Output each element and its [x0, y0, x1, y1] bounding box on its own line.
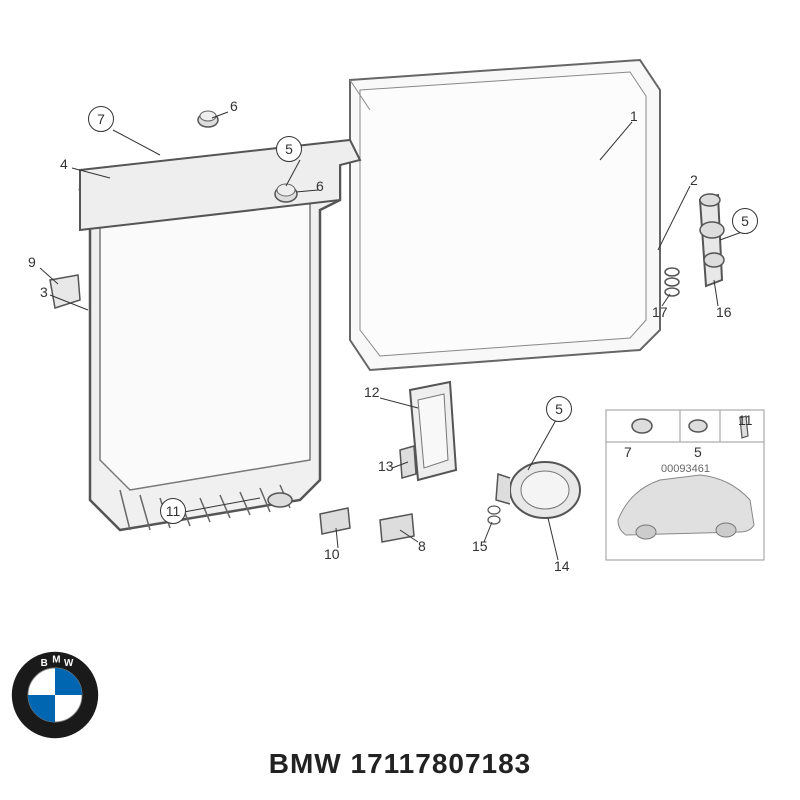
- bmw-logo: B M W: [10, 650, 100, 740]
- callout-8: 8: [418, 538, 426, 554]
- brand-text: BMW: [269, 748, 342, 779]
- bracket-9: [50, 275, 80, 308]
- callout-14: 14: [554, 558, 570, 574]
- callout-7b: 7: [624, 444, 632, 460]
- bracket-12: [400, 382, 456, 480]
- callout-12: 12: [364, 384, 380, 400]
- callout-9: 9: [28, 254, 36, 270]
- callout-15: 15: [472, 538, 488, 554]
- mount-8: [380, 514, 414, 542]
- radiator-main: [350, 60, 660, 370]
- callout-16: 16: [716, 304, 732, 320]
- oil-cooler: [488, 462, 580, 524]
- callout-2: 2: [690, 172, 698, 188]
- part-number: 17117807183: [351, 748, 532, 779]
- callout-5d: 5: [694, 444, 702, 460]
- diagram-area: 1 2 3 4 5 5 5 5 6 6 7 7 8 9 10 11 11 12 …: [0, 0, 800, 640]
- callout-13: 13: [378, 458, 394, 474]
- callout-6a: 6: [230, 98, 238, 114]
- diagram-id: 00093461: [661, 463, 710, 475]
- grommet-6a: [198, 111, 218, 127]
- callout-11b: 11: [738, 412, 753, 428]
- callout-10: 10: [324, 546, 340, 562]
- callout-7a: 7: [88, 106, 114, 132]
- grommet-6b: [275, 184, 297, 202]
- callout-5a: 5: [276, 136, 302, 162]
- callout-11a: 11: [160, 498, 186, 524]
- callout-4: 4: [60, 156, 68, 172]
- callout-5b: 5: [732, 208, 758, 234]
- footer: B M W BMW 17117807183: [0, 640, 800, 800]
- callout-6b: 6: [316, 178, 324, 194]
- diagram-svg: [0, 0, 800, 640]
- svg-text:M: M: [52, 655, 60, 666]
- svg-text:W: W: [64, 658, 74, 669]
- mount-10: [268, 493, 350, 534]
- part-label: BMW 17117807183: [0, 748, 800, 800]
- callout-5c: 5: [546, 396, 572, 422]
- callout-3: 3: [40, 284, 48, 300]
- fan-shroud: [80, 140, 360, 530]
- callout-1: 1: [630, 108, 638, 124]
- callout-17: 17: [652, 304, 668, 320]
- valve-assembly: [665, 194, 724, 296]
- svg-text:B: B: [41, 658, 48, 669]
